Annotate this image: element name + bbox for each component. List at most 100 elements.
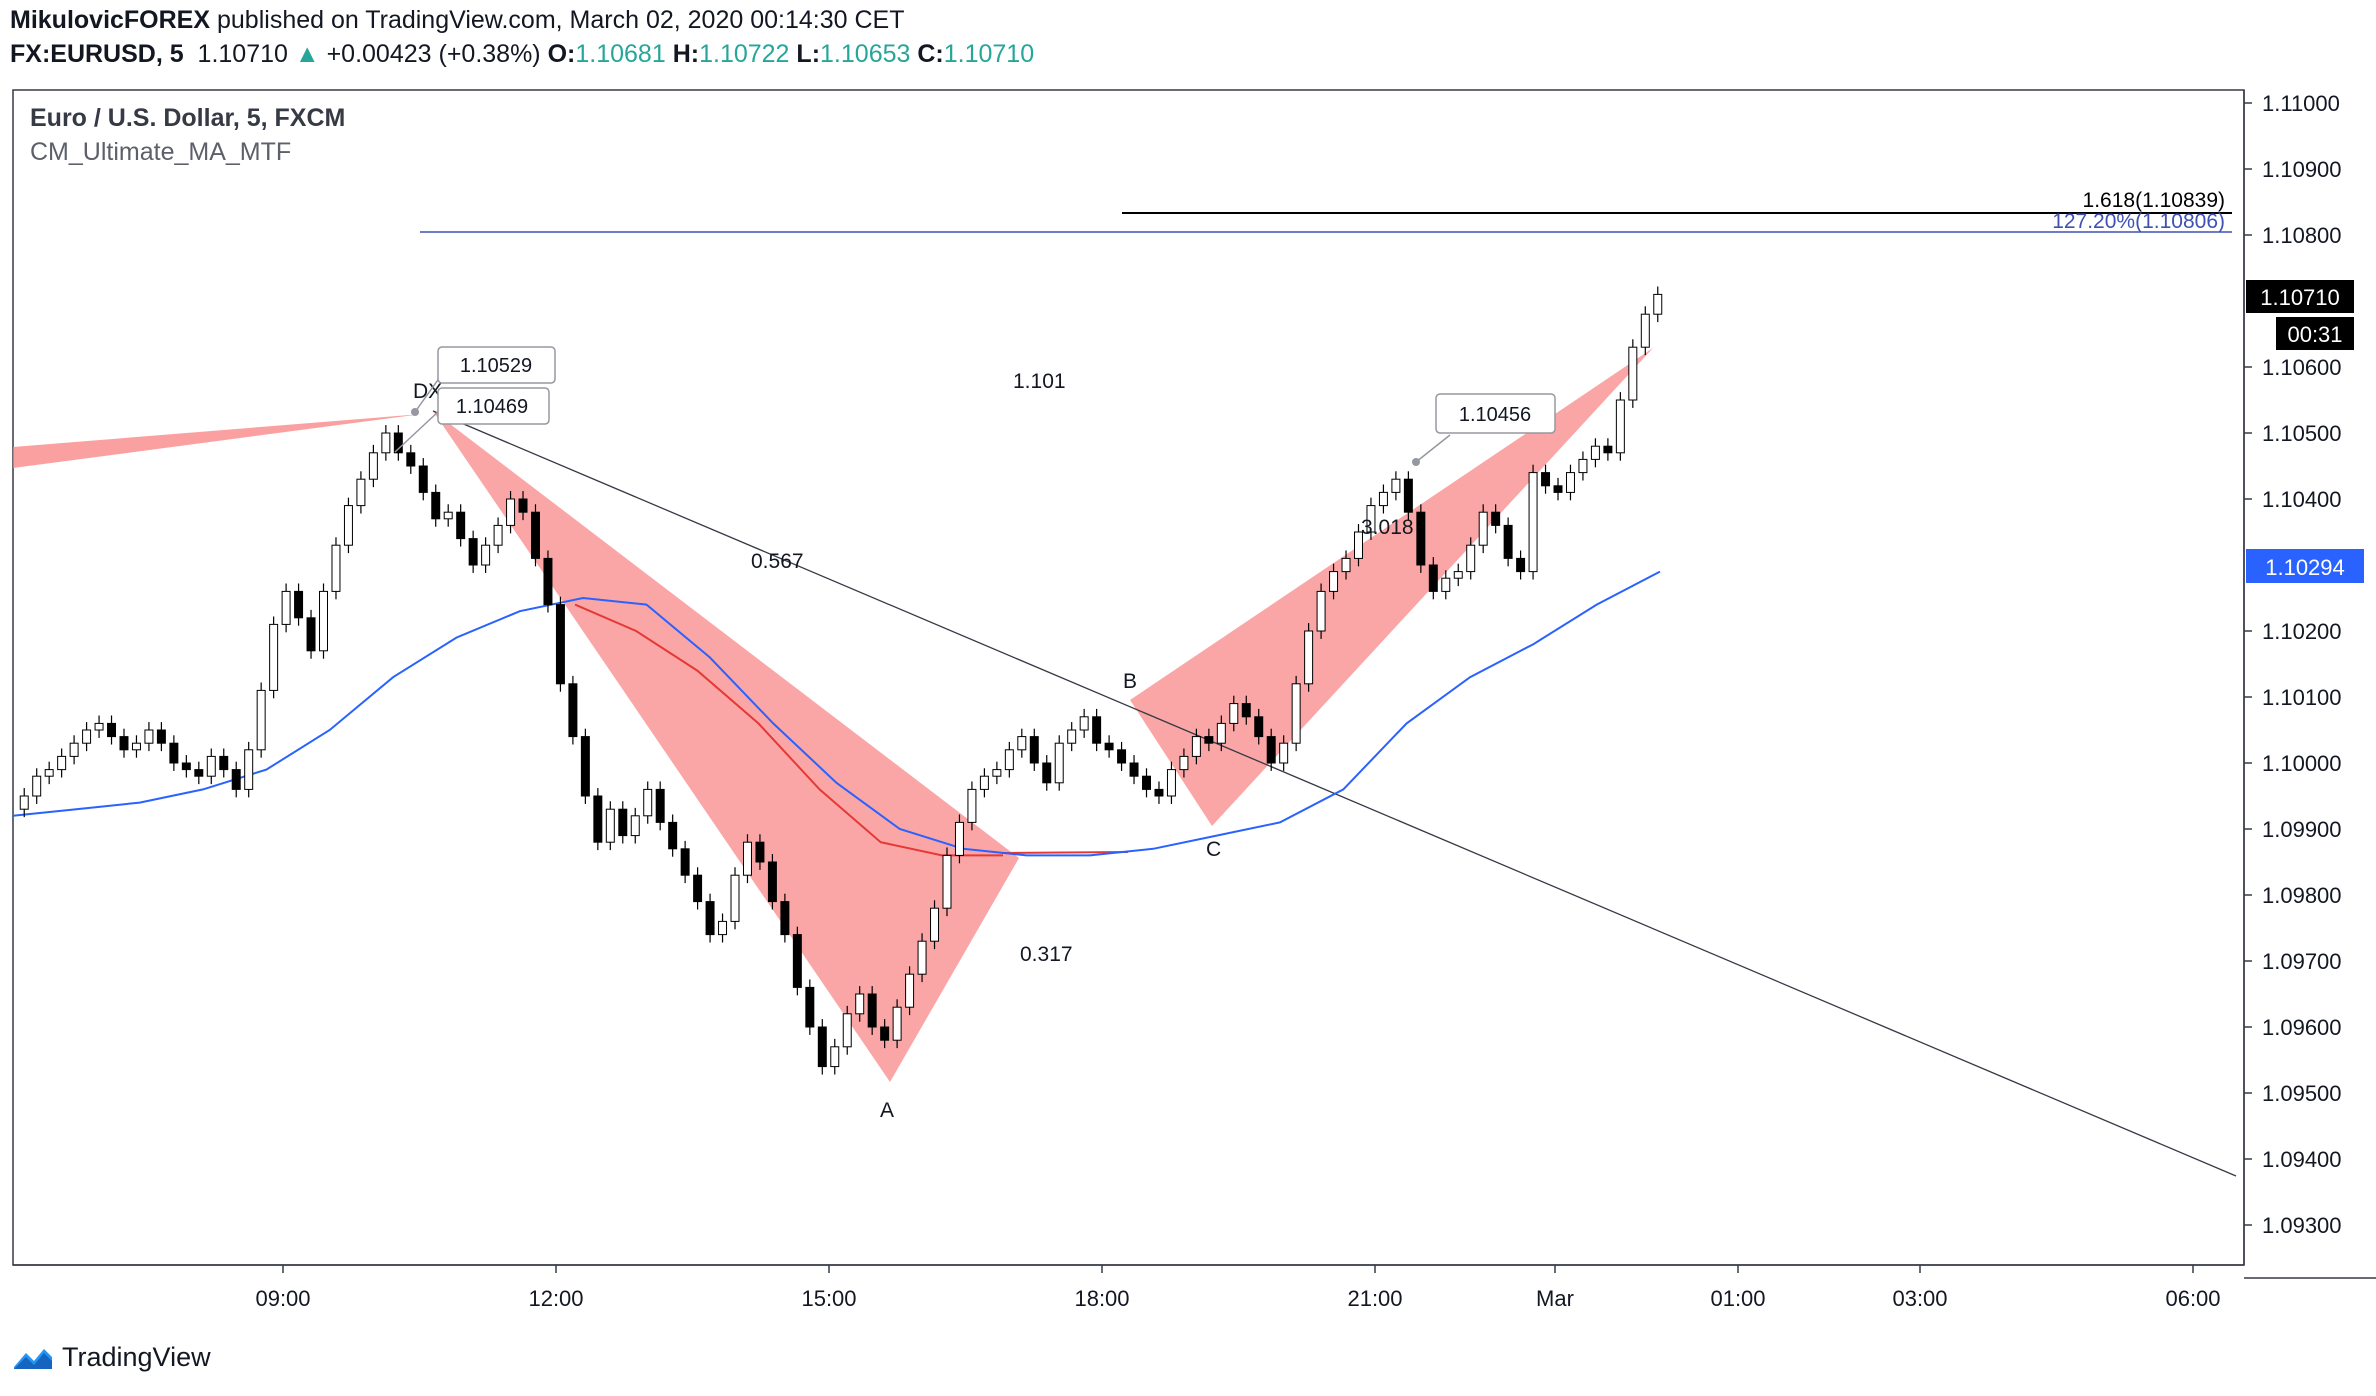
callout-value: 1.10529	[460, 355, 532, 377]
pattern-bcd-triangle	[1130, 348, 1653, 826]
candle	[1254, 708, 1264, 745]
candle	[1029, 728, 1039, 771]
footer-brand[interactable]: TradingView	[12, 1342, 211, 1373]
candle	[306, 609, 316, 659]
candle	[1615, 392, 1625, 461]
close-label: C:	[917, 40, 944, 68]
candle	[892, 999, 902, 1049]
price-tick-label: 1.10500	[2262, 421, 2342, 446]
candle	[942, 847, 952, 917]
countdown-value: 00:31	[2287, 322, 2342, 347]
candle	[107, 715, 117, 745]
ma-value: 1.10294	[2265, 555, 2345, 580]
candle	[1453, 563, 1463, 587]
candle	[393, 425, 403, 461]
countdown-tag: 00:31	[2276, 317, 2354, 350]
tradingview-logo-icon	[14, 1348, 52, 1369]
candle	[655, 781, 665, 831]
harmonic-pattern[interactable]	[13, 348, 2237, 1177]
candle	[481, 537, 491, 573]
candle	[169, 735, 179, 771]
candle	[1117, 741, 1127, 771]
time-axis[interactable]: 09:00 12:00 15:00 18:00 21:00 Mar 01:00 03:00 06…	[255, 1265, 2221, 1311]
candle	[1603, 438, 1613, 461]
price-tick-label: 1.10400	[2262, 487, 2342, 512]
author-name[interactable]: MikulovicFOREX	[10, 6, 211, 34]
red-ma-line[interactable]	[574, 603, 1003, 857]
callout-x-low[interactable]: 1.10469	[394, 387, 550, 453]
candle	[1316, 583, 1326, 639]
candle	[368, 444, 378, 488]
candle	[855, 986, 865, 1022]
candle	[805, 979, 815, 1035]
candle	[1403, 471, 1413, 521]
candle	[905, 966, 915, 1016]
candle	[1441, 570, 1451, 600]
candle	[1266, 728, 1276, 771]
blue-ma-line[interactable]	[12, 570, 1661, 857]
price-axis[interactable]: 1.11000 1.10900 1.10800 1.10600 1.10500 1.104…	[2244, 91, 2342, 1238]
candlestick-series[interactable]	[19, 286, 1663, 1075]
candle	[1565, 464, 1575, 501]
high-value: 1.10722	[699, 40, 790, 68]
last-price-value: 1.10710	[2260, 285, 2340, 310]
indicator-name[interactable]: CM_Ultimate_MA_MTF	[30, 138, 292, 166]
candle	[992, 761, 1002, 785]
time-tick-label: 03:00	[1892, 1286, 1947, 1311]
candle	[1428, 557, 1438, 600]
candle	[1578, 451, 1588, 481]
candle	[1017, 728, 1027, 758]
candle	[605, 801, 615, 851]
candle	[131, 735, 141, 758]
candle	[1391, 471, 1401, 501]
publish-info: published on TradingView.com, March 02, …	[217, 6, 905, 34]
price-tick-label: 1.09600	[2262, 1015, 2342, 1040]
candle	[468, 530, 478, 573]
candle	[1304, 623, 1314, 692]
candle	[1166, 761, 1176, 804]
candle	[880, 1019, 890, 1049]
price-tick-label: 1.10800	[2262, 223, 2342, 248]
candle	[443, 504, 453, 527]
candle	[531, 504, 540, 567]
candle	[1154, 781, 1164, 804]
price-tick-label: 1.11000	[2262, 91, 2340, 116]
candle	[1216, 715, 1226, 752]
candle	[705, 893, 715, 943]
candle	[1092, 708, 1102, 752]
price-tick-label: 1.09400	[2262, 1147, 2342, 1172]
candle	[543, 550, 553, 613]
candle	[1329, 563, 1339, 600]
pattern-lead-wedge	[13, 414, 422, 468]
candle	[718, 913, 728, 943]
ratio-0567-label: 0.567	[751, 550, 804, 573]
callout-x-high[interactable]: 1.10529	[411, 346, 556, 416]
red-ma-segment	[1001, 851, 1129, 854]
price-tick-label: 1.10200	[2262, 619, 2342, 644]
candle	[319, 583, 328, 659]
candle	[1528, 464, 1538, 580]
candle	[1067, 722, 1077, 752]
candle	[780, 893, 790, 943]
candle	[356, 471, 366, 514]
candle	[1640, 306, 1650, 356]
candle	[1378, 484, 1388, 514]
time-tick-label: 15:00	[801, 1286, 856, 1311]
symbol-description[interactable]: Euro / U.S. Dollar, 5, FXCM	[30, 104, 346, 132]
candle	[1366, 497, 1376, 540]
candle	[431, 484, 441, 527]
candle	[1291, 675, 1301, 752]
candle	[1179, 748, 1189, 778]
candle	[680, 840, 690, 884]
candle	[381, 425, 391, 461]
callout-d-high[interactable]: 1.10456	[1412, 393, 1556, 466]
candle	[181, 755, 191, 778]
candle	[82, 722, 92, 752]
publish-line: MikulovicFOREX published on TradingView.…	[10, 6, 904, 35]
open-label: O:	[547, 40, 576, 68]
candle	[1478, 504, 1488, 554]
tradingview-brand: TradingView	[62, 1342, 211, 1372]
point-b-label: B	[1123, 670, 1137, 693]
candle	[19, 788, 29, 818]
